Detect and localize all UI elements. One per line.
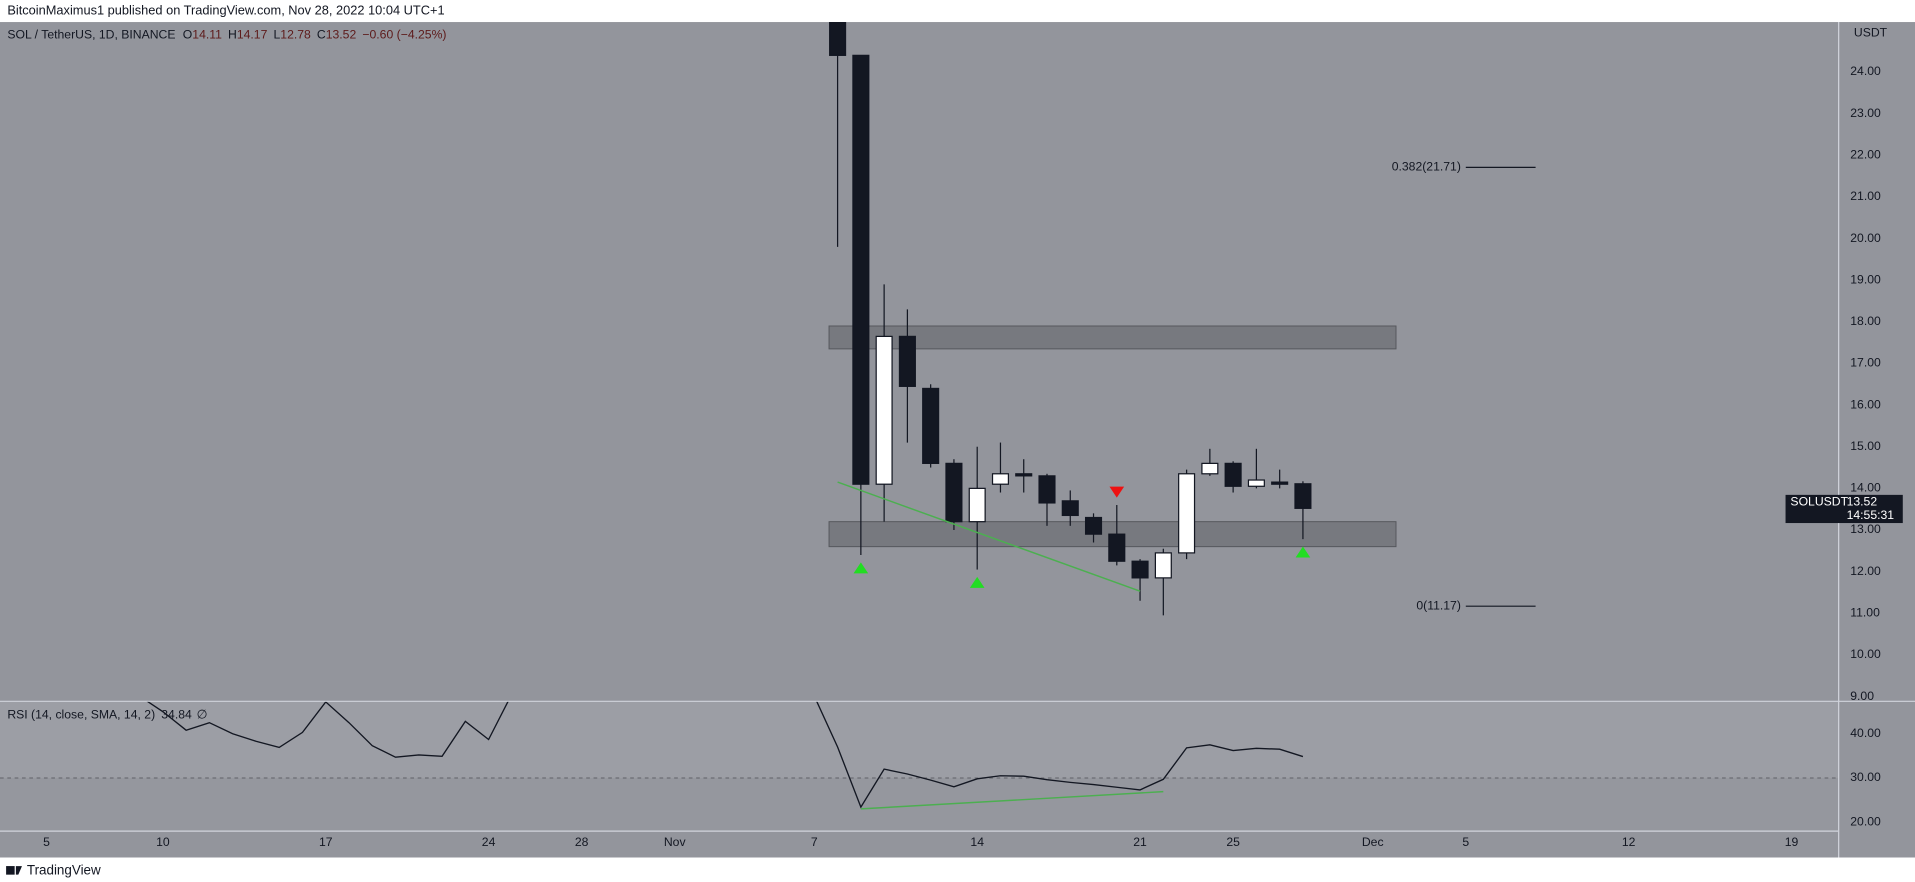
price-label-value: 13.52 [1847,494,1878,508]
candle-body [1061,500,1079,517]
brand: TradingView [27,863,101,878]
x-tick-label: 7 [811,835,818,849]
rsi-title: RSI (14, close, SMA, 14, 2) [7,708,155,722]
trendline [837,481,1141,592]
x-tick-label: 5 [43,835,50,849]
y-tick-label: 20.00 [1850,231,1881,245]
countdown: 14:55:31 [1847,508,1895,522]
candle-body [1015,473,1033,477]
y-tick-label: 15.00 [1850,439,1881,453]
legend-letter: H [228,28,237,42]
rsi-trendline [860,790,1164,810]
legend-value: 14.17 [237,28,268,42]
candle-body [1178,473,1196,554]
candle-body [1247,479,1265,487]
candle-body [922,387,940,464]
rsi-tick-label: 30.00 [1850,770,1881,784]
y-tick-label: 24.00 [1850,64,1881,78]
y-tick-label: 14.00 [1850,481,1881,495]
candle-body [1294,483,1312,509]
y-tick-label: 13.00 [1850,522,1881,536]
x-tick-label: 10 [156,835,170,849]
rsi-legend: RSI (14, close, SMA, 14, 2) 34.84 ∅ [7,708,207,722]
y-tick-label: 19.00 [1850,272,1881,286]
y-tick-label: 21.00 [1850,189,1881,203]
rsi-line [147,701,1304,809]
y-tick-label: 16.00 [1850,397,1881,411]
rsi-suffix: ∅ [197,708,208,722]
candle-body [829,22,847,56]
x-tick-label: 19 [1785,835,1799,849]
brand-logo [6,866,22,875]
candle-body [991,473,1010,485]
candle-body [875,335,893,485]
signal-marker [1295,546,1311,558]
candle-body [1271,481,1289,485]
legend-value: 12.78 [280,28,311,42]
y-tick-label: 10.00 [1850,647,1881,661]
x-tick-label: 28 [575,835,589,849]
y-tick-label: 11.00 [1850,605,1880,619]
candle-body [1131,560,1149,579]
x-tick-label: 24 [482,835,496,849]
rsi-value: 34.84 [161,708,192,722]
candle-body [1084,516,1103,535]
y-unit: USDT [1854,25,1888,39]
rsi-lower-band [0,777,1839,831]
y-tick-label: 22.00 [1850,148,1881,162]
x-tick-label: 5 [1462,835,1469,849]
x-tick-label: 14 [970,835,984,849]
x-tick-label: 25 [1226,835,1240,849]
y-tick-label: 12.00 [1850,564,1881,578]
y-tick-label: 17.00 [1850,356,1881,370]
legend-title: SOL / TetherUS, 1D, BINANCE [7,28,175,42]
fib-label: 0(11.17) [1416,598,1461,612]
candle-body [1154,552,1172,579]
y-tick-label: 23.00 [1850,106,1881,120]
candle-body [1201,462,1219,475]
price-label-symbol: SOLUSDT [1790,494,1848,508]
legend-value: 13.52 [326,28,357,42]
signal-marker [853,562,869,574]
price-pane: 0.382(21.71) 0(11.17) [828,22,1536,616]
x-tick-label: 17 [319,835,333,849]
x-tick-label: Dec [1362,835,1384,849]
zone [828,325,1397,350]
legend: SOL / TetherUS, 1D, BINANCE O14.11 H14.17 L… [7,28,446,42]
candle-body [852,54,870,485]
y-tick-label: 9.00 [1850,689,1874,703]
x-tick-label: 12 [1622,835,1636,849]
legend-letter: L [273,28,280,42]
rsi-plot [0,701,1839,831]
price-label-box [1785,494,1903,524]
signal-marker [1109,486,1125,498]
candle-body [1108,533,1126,562]
candle-body [898,335,916,387]
legend-letter: C [317,28,326,42]
overlay: SOL / TetherUS, 1D, BINANCE O14.11 H14.17 L… [7,25,1903,849]
signal-marker [969,576,985,588]
x-tick-label: Nov [664,835,687,849]
candle-body [1224,462,1242,487]
y-tick-label: 18.00 [1850,314,1881,328]
x-tick-label: 21 [1133,835,1147,849]
fib-label: 0.382(21.71) [1392,160,1461,174]
candle-body [1038,475,1056,504]
publisher-line: BitcoinMaximus1 published on TradingView… [7,2,444,17]
legend-change: −0.60 (−4.25%) [362,28,446,42]
candle-body [968,487,986,523]
rsi-tick-label: 40.00 [1850,726,1881,740]
legend-value: 14.11 [192,28,222,42]
candle-body [945,462,963,523]
rsi-tick-label: 20.00 [1850,814,1881,828]
legend-letter: O [183,28,193,42]
